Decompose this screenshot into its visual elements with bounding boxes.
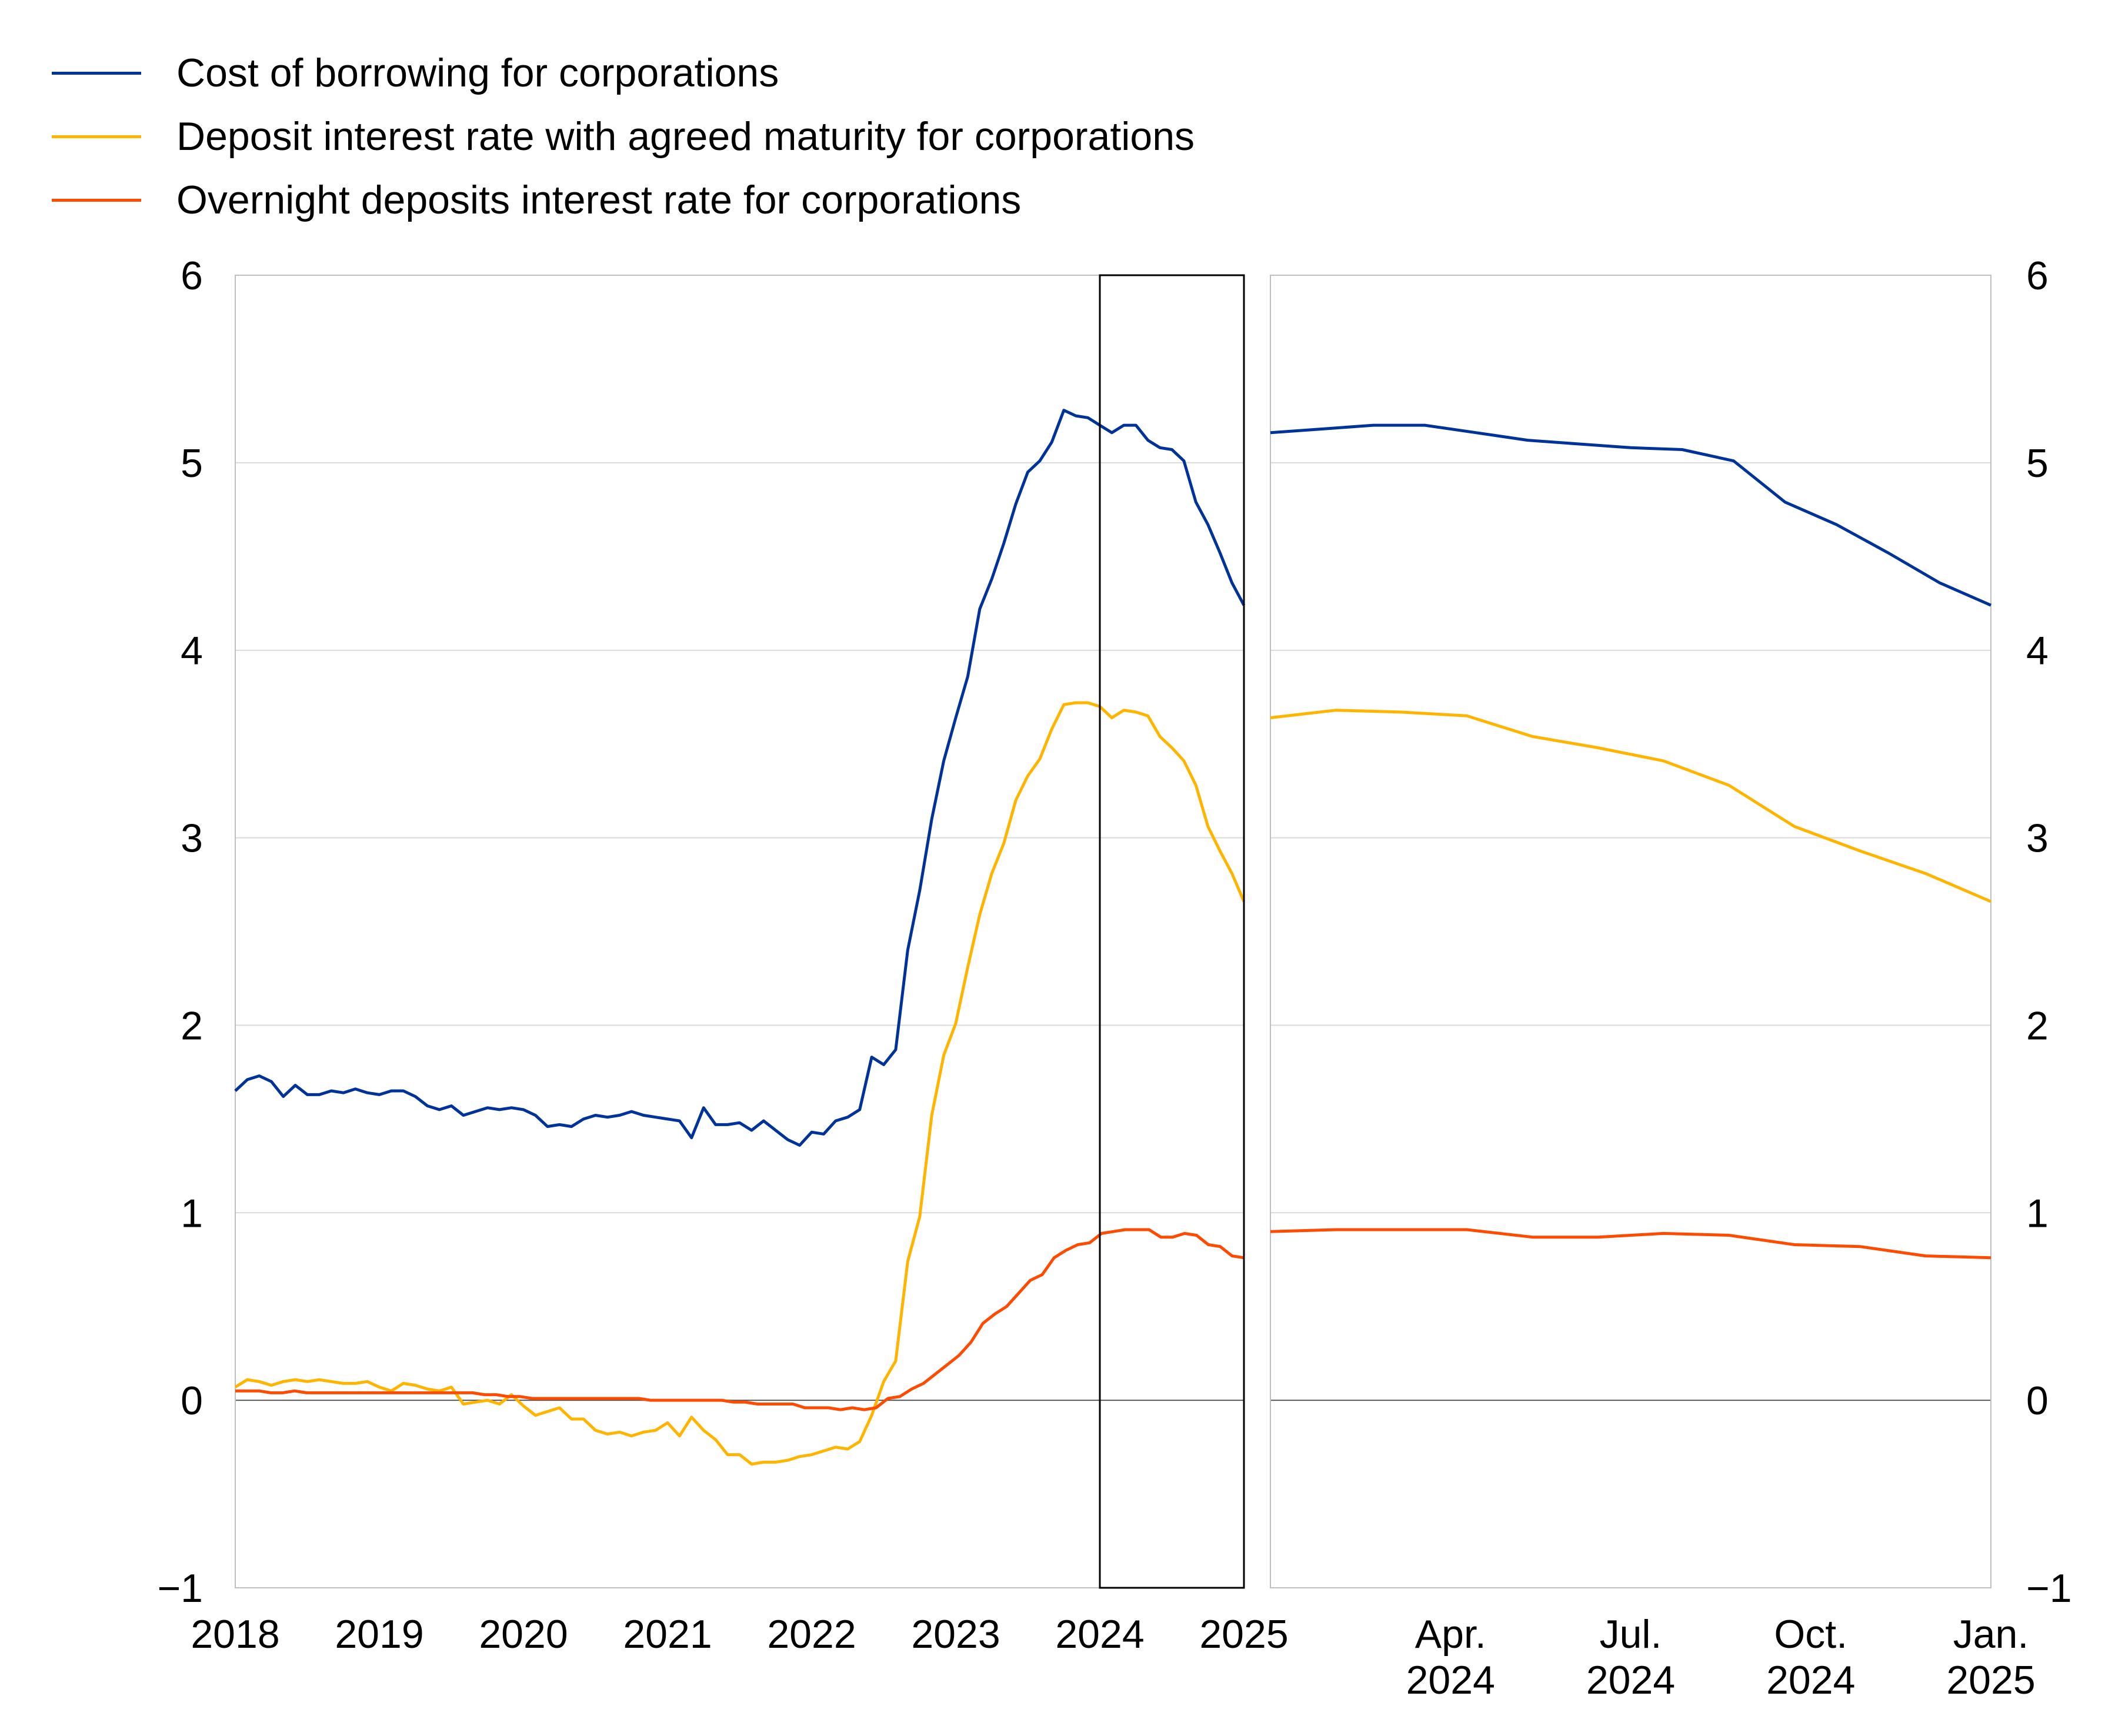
legend-swatch-cost-of-borrowing — [52, 71, 141, 75]
right-series-overnight-deposit — [1270, 1228, 1991, 1260]
chart-legend: Cost of borrowing for corporations Depos… — [52, 41, 1195, 232]
right-x-tick-year: 2025 — [1946, 1658, 2035, 1702]
left-y-axis: −1 0 1 2 3 4 5 6 — [157, 253, 203, 1611]
left-y-tick-label: 0 — [181, 1378, 203, 1423]
right-y-tick-label: 4 — [2026, 629, 2049, 673]
right-y-tick-label: −1 — [2026, 1566, 2072, 1611]
left-x-tick-label: 2024 — [1055, 1612, 1144, 1657]
right-y-tick-label: 0 — [2026, 1378, 2049, 1423]
right-y-tick-label: 1 — [2026, 1191, 2049, 1236]
right-x-tick-year: 2024 — [1586, 1658, 1675, 1702]
highlight-window-box — [1099, 274, 1245, 1589]
left-x-tick-label: 2022 — [767, 1612, 856, 1657]
legend-label-overnight-deposit: Overnight deposits interest rate for cor… — [176, 178, 1022, 222]
left-x-tick-label: 2023 — [911, 1612, 1000, 1657]
left-y-tick-label: 4 — [181, 629, 203, 673]
right-plot-frame — [1270, 275, 1991, 1588]
legend-item-overnight-deposit: Overnight deposits interest rate for cor… — [52, 168, 1195, 232]
left-panel: 2018 2019 2020 2021 2022 2023 2024 2025 — [191, 274, 1289, 1657]
right-series-cost-of-borrowing — [1270, 423, 1992, 607]
legend-item-agreed-maturity-deposit: Deposit interest rate with agreed maturi… — [52, 105, 1195, 168]
right-x-tick-year: 2024 — [1406, 1658, 1495, 1702]
right-series-agreed-maturity-deposit — [1270, 709, 1991, 903]
left-y-tick-label: 5 — [181, 441, 203, 486]
left-y-tick-label: 1 — [181, 1191, 203, 1236]
right-x-tick-month: Oct. — [1774, 1612, 1847, 1657]
left-x-tick-label: 2018 — [191, 1612, 279, 1657]
left-y-tick-label: 2 — [181, 1003, 203, 1048]
left-series-agreed-maturity-deposit — [234, 701, 1246, 1466]
left-x-tick-label: 2019 — [335, 1612, 423, 1657]
left-x-tick-label: 2021 — [623, 1612, 712, 1657]
legend-label-agreed-maturity-deposit: Deposit interest rate with agreed maturi… — [176, 114, 1195, 159]
left-y-tick-label: 6 — [181, 253, 203, 298]
left-y-tick-label: 3 — [181, 816, 203, 861]
left-x-tick-label: 2020 — [479, 1612, 568, 1657]
right-y-axis: −1 0 1 2 3 4 5 6 — [2026, 253, 2072, 1611]
right-y-tick-label: 2 — [2026, 1003, 2049, 1048]
right-x-tick-month: Jan. — [1953, 1612, 2029, 1657]
right-y-tick-label: 5 — [2026, 441, 2049, 486]
right-y-tick-label: 6 — [2026, 253, 2049, 298]
legend-item-cost-of-borrowing: Cost of borrowing for corporations — [52, 41, 1195, 105]
right-x-tick-month: Apr. — [1415, 1612, 1486, 1657]
legend-label-cost-of-borrowing: Cost of borrowing for corporations — [176, 51, 779, 95]
legend-swatch-agreed-maturity-deposit — [52, 135, 141, 138]
left-series-cost-of-borrowing — [234, 409, 1246, 1147]
left-y-tick-label: −1 — [157, 1566, 203, 1611]
legend-swatch-overnight-deposit — [52, 198, 141, 202]
right-y-tick-label: 3 — [2026, 816, 2049, 861]
right-x-tick-month: Jul. — [1600, 1612, 1662, 1657]
left-series-overnight-deposit — [235, 1228, 1245, 1411]
right-x-tick-year: 2024 — [1766, 1658, 1855, 1702]
left-x-tick-label: 2025 — [1199, 1612, 1288, 1657]
